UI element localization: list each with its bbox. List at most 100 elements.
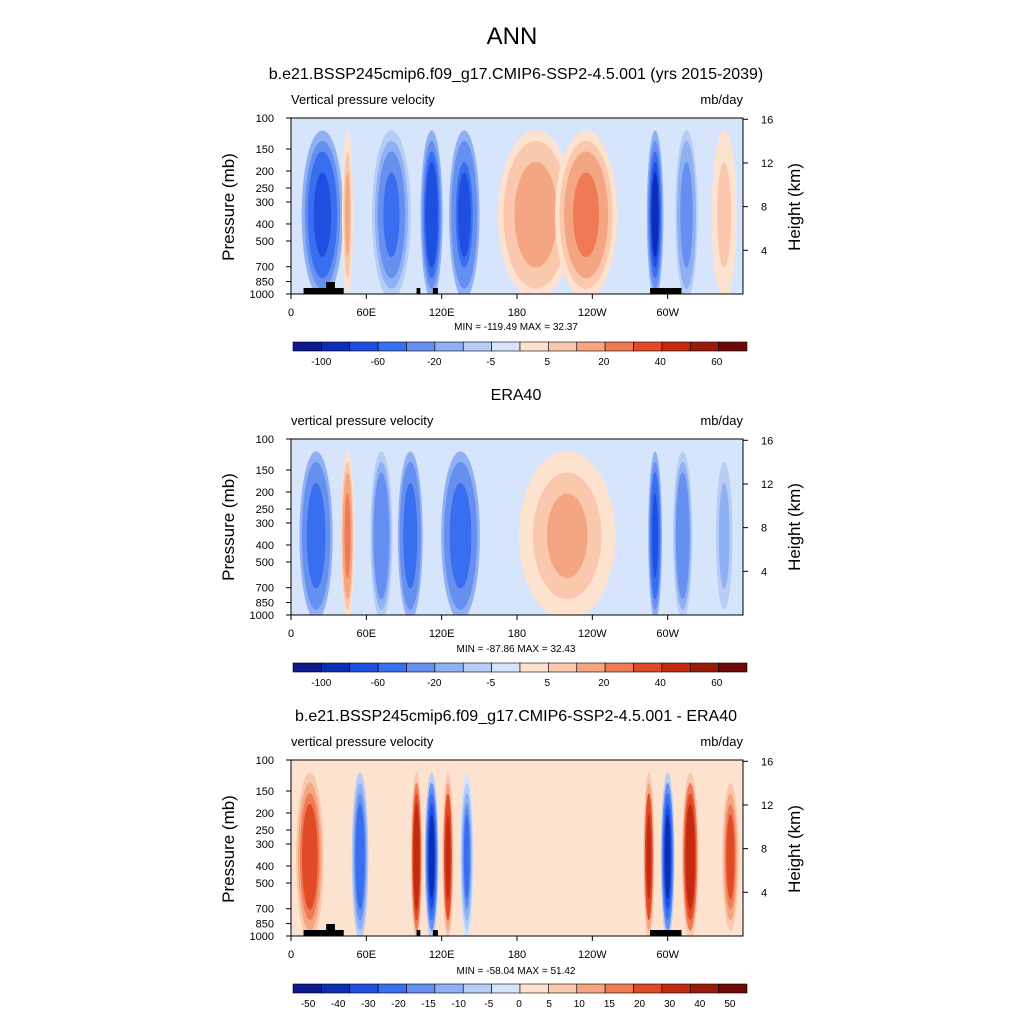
colorbar-label: 50 [724, 999, 736, 1010]
y-tick-label: 300 [256, 839, 274, 851]
colorbar-label: 40 [694, 999, 706, 1010]
colorbar-swatch [604, 341, 634, 352]
contour-band [718, 172, 730, 258]
y-tick-label: 200 [256, 808, 274, 820]
y-tick-label: 1000 [250, 289, 274, 301]
contour-band [646, 814, 652, 900]
colorbar-swatch [406, 983, 436, 994]
colorbar-swatch [491, 341, 521, 352]
topography-mask [326, 924, 335, 936]
colorbar-swatch [689, 983, 719, 994]
y-tick-label: 850 [256, 598, 274, 610]
colorbar-swatch [661, 983, 691, 994]
x-tick-label: 120W [578, 307, 607, 319]
colorbar-swatch [576, 983, 606, 994]
contour-band [457, 172, 471, 258]
colorbar-label: -100 [311, 678, 331, 689]
x-tick-label: 60E [357, 307, 377, 319]
y-right-tick-label: 12 [761, 479, 773, 491]
panel-title: ERA40 [491, 387, 542, 404]
colorbar-label: 40 [655, 678, 667, 689]
x-tick-label: 60W [656, 628, 679, 640]
colorbar-swatch [434, 662, 464, 673]
colorbar-label: -50 [301, 999, 316, 1010]
colorbar-label: 20 [598, 357, 610, 368]
y-tick-label: 150 [256, 465, 274, 477]
colorbar-swatch [491, 983, 521, 994]
y-axis-right-label: Height (km) [785, 805, 804, 893]
colorbar-swatch [349, 341, 379, 352]
colorbar-swatch [292, 662, 322, 673]
colorbar-swatch [349, 662, 379, 673]
y-tick-label: 100 [256, 434, 274, 446]
colorbar-swatch [321, 662, 351, 673]
stats-text: MIN = -87.86 MAX = 32.43 [457, 644, 576, 655]
y-tick-label: 300 [256, 518, 274, 530]
y-right-tick-label: 16 [761, 756, 773, 768]
colorbar-swatch [633, 662, 663, 673]
colorbar-label: -5 [486, 678, 495, 689]
panel-model: b.e21.BSSP245cmip6.f09_g17.CMIP6-SSP2-4.… [219, 66, 804, 368]
x-tick-label: 120W [578, 628, 607, 640]
contour-band [344, 493, 351, 579]
topography-mask [650, 930, 682, 936]
colorbar-swatch [633, 983, 663, 994]
colorbar-swatch [689, 662, 719, 673]
x-tick-label: 120E [429, 628, 455, 640]
contour-band [304, 814, 316, 900]
colorbar-swatch [292, 983, 322, 994]
contour-field [291, 760, 743, 936]
x-tick-label: 0 [288, 307, 294, 319]
contour-band [427, 172, 437, 258]
colorbar-label: 5 [544, 678, 550, 689]
colorbar-label: -20 [427, 357, 442, 368]
y-tick-label: 100 [256, 113, 274, 125]
y-tick-label: 250 [256, 825, 274, 837]
colorbar-label: -5 [484, 999, 493, 1010]
topography-mask [432, 930, 438, 936]
y-tick-label: 300 [256, 197, 274, 209]
colorbar-swatch [548, 983, 578, 994]
y-right-tick-label: 16 [761, 114, 773, 126]
colorbar-swatch [377, 983, 407, 994]
y-right-tick-label: 4 [761, 887, 767, 899]
colorbar-label: 30 [664, 999, 676, 1010]
topography-mask [416, 288, 421, 294]
units-label: mb/day [700, 92, 743, 107]
colorbar-swatch [462, 341, 492, 352]
colorbar-swatch [406, 662, 436, 673]
colorbar-swatch [604, 662, 634, 673]
contour-band [452, 493, 469, 579]
x-tick-label: 60W [656, 949, 679, 961]
y-right-tick-label: 8 [761, 523, 767, 535]
y-tick-label: 700 [256, 904, 274, 916]
panel-obs: ERA40 vertical pressure velocity mb/day … [219, 387, 804, 689]
panel-diff: b.e21.BSSP245cmip6.f09_g17.CMIP6-SSP2-4.… [219, 708, 804, 1010]
contour-band [313, 172, 332, 258]
colorbar-swatch [718, 341, 748, 352]
y-tick-label: 850 [256, 919, 274, 931]
contour-band [678, 493, 687, 579]
topography-mask [326, 282, 335, 294]
y-right-tick-label: 16 [761, 435, 773, 447]
y-tick-label: 500 [256, 878, 274, 890]
colorbar-label: 0 [516, 999, 522, 1010]
colorbar-label: 20 [598, 678, 610, 689]
topography-mask [303, 930, 344, 936]
contour-band [445, 814, 451, 900]
x-tick-label: 0 [288, 628, 294, 640]
colorbar-swatch [718, 662, 748, 673]
colorbar-swatch [462, 983, 492, 994]
colorbar-label: 40 [655, 357, 667, 368]
colorbar-label: 15 [604, 999, 616, 1010]
contour-band [376, 493, 387, 579]
variable-label: vertical pressure velocity [291, 413, 434, 428]
x-tick-label: 60E [357, 949, 377, 961]
y-axis-label: Pressure (mb) [219, 795, 238, 903]
colorbar-label: -5 [486, 357, 495, 368]
colorbar-swatch [491, 662, 521, 673]
contour-band [428, 814, 435, 900]
colorbar-label: -60 [371, 357, 386, 368]
colorbar-swatch [633, 341, 663, 352]
y-tick-label: 400 [256, 540, 274, 552]
